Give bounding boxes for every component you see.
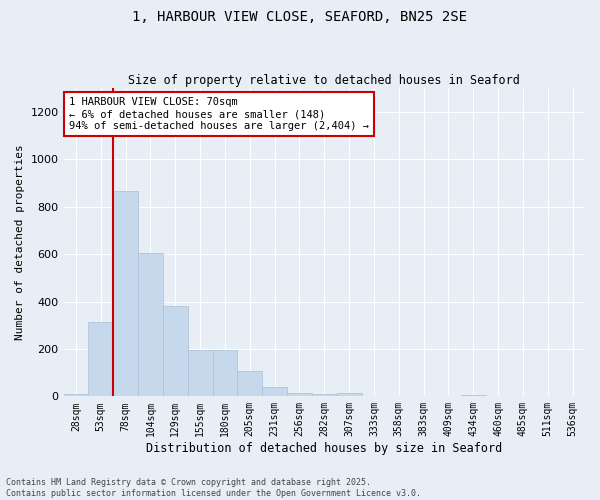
Text: Contains HM Land Registry data © Crown copyright and database right 2025.
Contai: Contains HM Land Registry data © Crown c… xyxy=(6,478,421,498)
Y-axis label: Number of detached properties: Number of detached properties xyxy=(15,144,25,340)
Bar xyxy=(461,395,485,396)
Bar xyxy=(88,322,113,396)
Bar xyxy=(312,394,337,396)
Bar xyxy=(138,253,163,396)
Bar xyxy=(337,393,362,396)
Bar xyxy=(163,306,188,396)
Bar xyxy=(113,192,138,396)
Bar xyxy=(262,387,287,396)
X-axis label: Distribution of detached houses by size in Seaford: Distribution of detached houses by size … xyxy=(146,442,502,455)
Bar xyxy=(238,372,262,396)
Bar xyxy=(287,393,312,396)
Bar xyxy=(64,394,88,396)
Text: 1, HARBOUR VIEW CLOSE, SEAFORD, BN25 2SE: 1, HARBOUR VIEW CLOSE, SEAFORD, BN25 2SE xyxy=(133,10,467,24)
Title: Size of property relative to detached houses in Seaford: Size of property relative to detached ho… xyxy=(128,74,520,87)
Bar xyxy=(188,350,212,397)
Bar xyxy=(212,350,238,397)
Text: 1 HARBOUR VIEW CLOSE: 70sqm
← 6% of detached houses are smaller (148)
94% of sem: 1 HARBOUR VIEW CLOSE: 70sqm ← 6% of deta… xyxy=(69,98,369,130)
